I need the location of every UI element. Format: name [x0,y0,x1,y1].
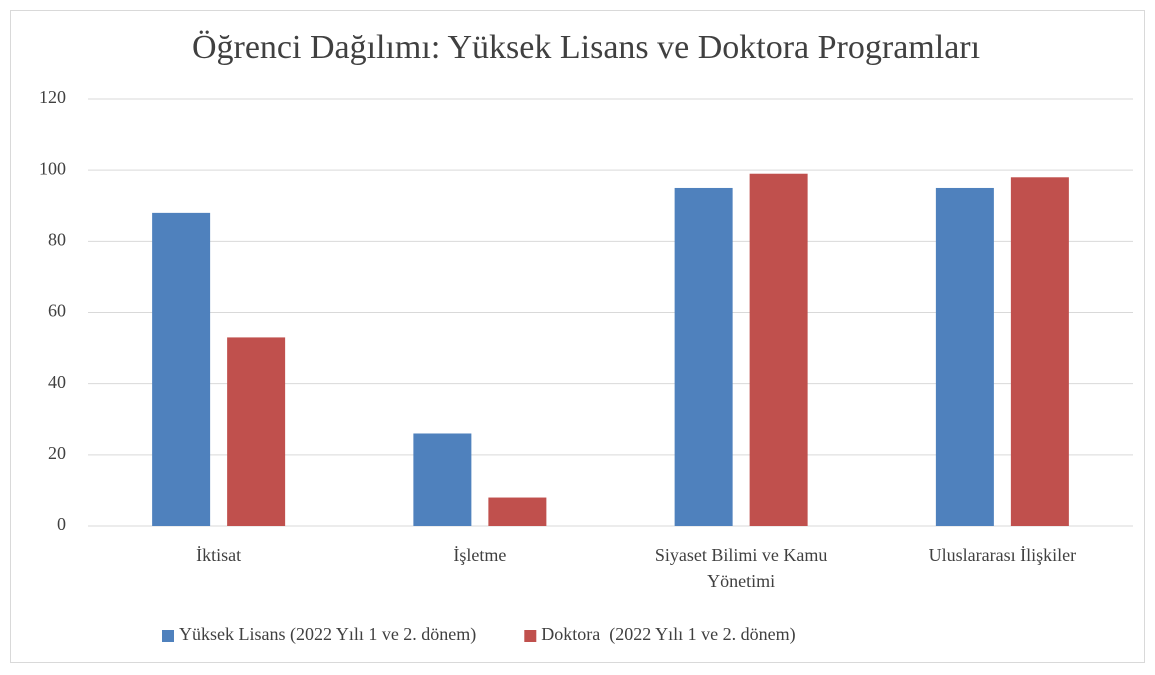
x-tick-label: Uluslararası İlişkiler [929,545,1076,565]
legend-swatch [524,630,537,642]
y-tick-label: 100 [39,158,66,178]
bar [488,497,547,526]
legend-label: Yüksek Lisans (2022 Yılı 1 ve 2. dönem) [179,624,476,645]
bar [674,187,733,527]
y-tick-label: 20 [48,443,66,463]
y-tick-label: 60 [48,301,66,321]
bar [749,173,808,526]
bar [227,337,286,526]
x-tick-label: Siyaset Bilimi ve Kamu Yönetimi [655,545,828,591]
x-tick-label: İktisat [196,545,241,565]
bar [413,433,472,526]
bar [152,212,211,526]
legend-label: Doktora (2022 Yılı 1 ve 2. dönem) [541,624,795,645]
y-tick-label: 40 [48,372,66,392]
bar [935,187,994,527]
y-tick-label: 80 [48,229,66,249]
x-tick-label: İşletme [453,545,506,565]
y-tick-label: 120 [39,87,66,107]
y-tick-label: 0 [57,514,66,534]
bar [1010,177,1069,527]
chart-title: Öğrenci Dağılımı: Yüksek Lisans ve Dokto… [192,29,980,66]
legend-swatch [162,630,174,642]
